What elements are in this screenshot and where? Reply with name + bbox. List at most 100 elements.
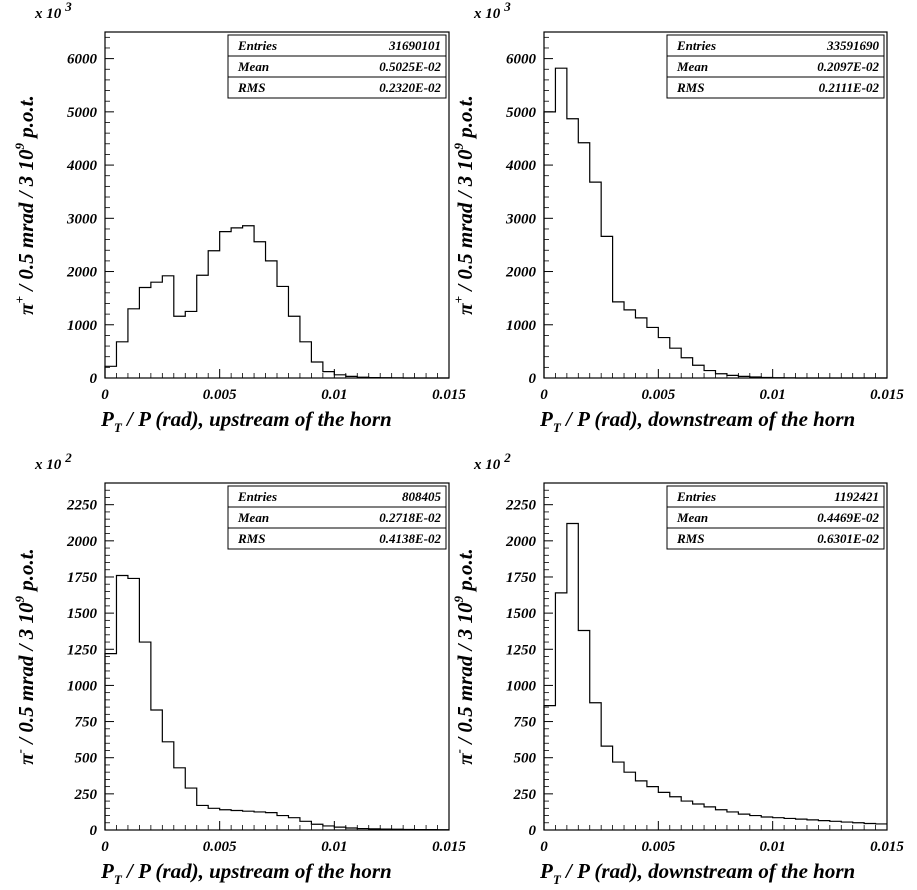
histogram-bin xyxy=(231,228,242,378)
y-tick-label: 1000 xyxy=(506,678,537,694)
y-axis-label: π- / 0.5 mrad / 3 109 p.o.t. xyxy=(451,548,477,765)
x-tick-label: 0 xyxy=(540,387,548,403)
histogram-bin xyxy=(116,576,127,830)
stats-box-frame xyxy=(227,34,447,99)
histogram-bin xyxy=(567,119,578,378)
x-tick-label: 0.015 xyxy=(870,839,904,855)
histogram-bin xyxy=(277,816,288,830)
stats-label-rms: RMS xyxy=(237,80,265,95)
stats-value-entries: 31690101 xyxy=(388,38,441,53)
histogram-bin xyxy=(830,821,841,830)
stats-box: Entries 1192421 Mean 0.4469E-02 RMS 0.6301E-0… xyxy=(666,485,885,550)
histogram-bin xyxy=(357,829,368,830)
histogram-bin xyxy=(841,822,852,830)
histogram-bin xyxy=(853,823,864,830)
histogram-bin xyxy=(750,816,761,830)
x-axis-label: PT / P (rad), downstream of the horn xyxy=(539,859,855,887)
y-tick-label: 4000 xyxy=(505,158,537,174)
histogram-bin xyxy=(243,811,254,830)
histogram-panel-4: 0 250 500 750 1000 1250 1500 1750 2000 2250 0 0.005… xyxy=(451,450,904,887)
y-tick-label: 2250 xyxy=(66,498,98,514)
histogram-bin xyxy=(254,812,265,830)
x-axis-label: PT / P (rad), upstream of the horn xyxy=(100,407,392,435)
stats-label-rms: RMS xyxy=(237,531,265,546)
histogram-bin xyxy=(174,768,185,830)
y-tick-label: 2250 xyxy=(505,498,537,514)
y-tick-label: 750 xyxy=(75,715,98,731)
histogram-bin xyxy=(231,810,242,830)
histogram-bin xyxy=(162,742,173,830)
histogram-bin xyxy=(658,792,669,830)
histogram-outline xyxy=(543,67,887,379)
y-scale-factor: x 10 3 xyxy=(473,0,511,22)
y-scale-factor: x 10 2 xyxy=(473,450,511,473)
x-tick-label: 0 xyxy=(101,839,109,855)
histogram-bin xyxy=(578,143,589,378)
stats-value-entries: 808405 xyxy=(402,489,442,504)
histogram-panel-1: 0 1000 2000 3000 4000 5000 6000 0 0.005 0.01 0.015… xyxy=(12,0,466,435)
histogram-bin xyxy=(624,310,635,378)
stats-label-mean: Mean xyxy=(676,59,708,74)
y-tick-label: 0 xyxy=(90,371,98,387)
histogram-bin xyxy=(876,824,887,830)
histogram-bin xyxy=(716,810,727,830)
histogram-bin xyxy=(220,810,231,830)
histogram-bin xyxy=(727,375,738,378)
histogram-bin xyxy=(681,801,692,830)
stats-box-frame xyxy=(666,485,885,550)
stats-value-rms: 0.2320E-02 xyxy=(379,80,441,95)
stats-label-rms: RMS xyxy=(676,531,704,546)
histogram-bin xyxy=(254,242,265,378)
x-tick-label: 0.01 xyxy=(760,387,786,403)
histogram-bin xyxy=(738,814,749,830)
histogram-bin xyxy=(208,251,219,378)
y-tick-label: 500 xyxy=(75,751,98,767)
x-tick-label: 0.01 xyxy=(321,387,347,403)
stats-box: Entries 808405 Mean 0.2718E-02 RMS 0.4138E-02 xyxy=(227,485,447,550)
histogram-bin xyxy=(139,642,150,830)
y-tick-label: 2000 xyxy=(66,534,98,550)
stats-label-mean: Mean xyxy=(237,59,269,74)
histogram-bin xyxy=(784,818,795,830)
histogram-bin xyxy=(288,316,299,378)
histogram-bin xyxy=(681,358,692,378)
histogram-bin xyxy=(555,68,566,378)
stats-value-mean: 0.4469E-02 xyxy=(817,510,879,525)
y-scale-factor: x 10 3 xyxy=(34,0,72,22)
histogram-bin xyxy=(266,261,277,378)
histogram-bin xyxy=(185,788,196,830)
histogram-panel-3: 0 250 500 750 1000 1250 1500 1750 2000 2250 0 0.005… xyxy=(12,450,466,887)
histogram-bin xyxy=(105,366,116,378)
histogram-bin xyxy=(693,804,704,830)
x-tick-label: 0.015 xyxy=(870,387,904,403)
stats-value-entries: 1192421 xyxy=(834,489,879,504)
stats-value-entries: 33591690 xyxy=(826,38,880,53)
histogram-bin xyxy=(174,316,185,378)
histogram-bin xyxy=(544,706,555,830)
histogram-bin xyxy=(601,236,612,378)
histogram-bin xyxy=(357,377,368,378)
histogram-panel-2: 0 1000 2000 3000 4000 5000 6000 0 0.005 0.01 0.015… xyxy=(451,0,904,435)
histogram-bin xyxy=(624,772,635,830)
y-tick-label: 500 xyxy=(514,751,537,767)
y-axis-label: π+ / 0.5 mrad / 3 109 p.o.t. xyxy=(12,95,38,315)
x-tick-label: 0.015 xyxy=(432,387,466,403)
y-axis-label: π- / 0.5 mrad / 3 109 p.o.t. xyxy=(12,548,38,765)
y-tick-label: 1500 xyxy=(67,606,98,622)
x-tick-label: 0 xyxy=(540,839,548,855)
stats-box-frame xyxy=(227,485,447,550)
histogram-bin xyxy=(613,302,624,378)
y-tick-label: 0 xyxy=(90,823,98,839)
histogram-bin xyxy=(693,365,704,378)
histogram-bin xyxy=(738,376,749,378)
histogram-bin xyxy=(704,807,715,830)
y-tick-label: 4000 xyxy=(66,158,98,174)
histogram-bin xyxy=(578,630,589,830)
histogram-bin xyxy=(277,286,288,378)
histogram-bin xyxy=(761,377,772,378)
stats-value-rms: 0.4138E-02 xyxy=(379,531,441,546)
y-tick-label: 250 xyxy=(513,787,537,803)
histogram-bin xyxy=(116,342,127,378)
histogram-bin xyxy=(128,578,139,830)
stats-value-mean: 0.2097E-02 xyxy=(817,59,879,74)
